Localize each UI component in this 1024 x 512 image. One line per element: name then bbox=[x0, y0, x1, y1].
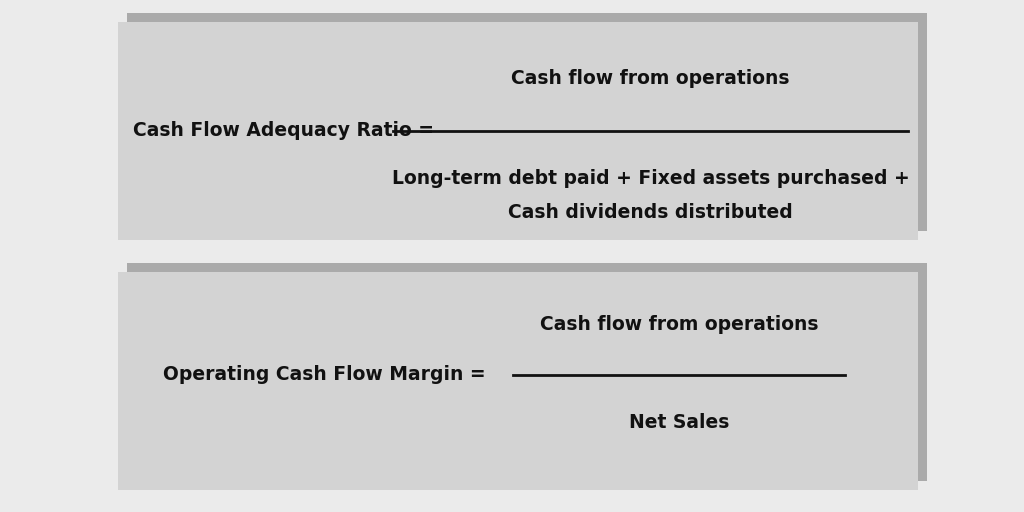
Bar bbox=[118, 272, 918, 490]
Bar bbox=[127, 263, 927, 481]
Text: Net Sales: Net Sales bbox=[629, 414, 729, 433]
Text: Operating Cash Flow Margin =: Operating Cash Flow Margin = bbox=[163, 366, 485, 385]
Text: Cash Flow Adequacy Ratio =: Cash Flow Adequacy Ratio = bbox=[133, 121, 434, 140]
Text: Cash dividends distributed: Cash dividends distributed bbox=[508, 203, 793, 223]
Text: Cash flow from operations: Cash flow from operations bbox=[511, 70, 790, 89]
Text: Cash flow from operations: Cash flow from operations bbox=[540, 315, 818, 334]
Text: Long-term debt paid + Fixed assets purchased +: Long-term debt paid + Fixed assets purch… bbox=[391, 169, 909, 188]
Bar bbox=[118, 22, 918, 240]
Bar bbox=[127, 13, 927, 231]
